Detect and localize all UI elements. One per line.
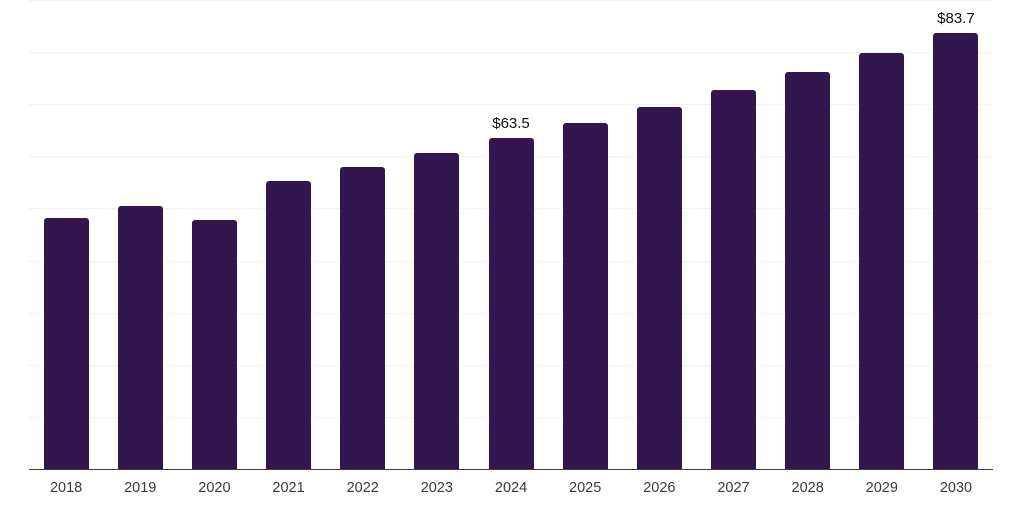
x-tick-label-2026: 2026 — [643, 480, 676, 496]
bar-2028 — [785, 71, 831, 469]
bar-2029 — [859, 52, 905, 469]
x-tick-label-2030: 2030 — [939, 480, 973, 496]
bar-2023 — [414, 152, 460, 469]
x-axis-labels: 2018 2019 2020 2021 2022 2023 2024 2025 2026 2027… — [29, 480, 993, 496]
bar-2019 — [117, 206, 163, 469]
bar-2018 — [43, 218, 89, 469]
bar-2030 — [933, 32, 979, 469]
bar-2024 — [488, 138, 534, 469]
x-tick-label-2025: 2025 — [569, 480, 602, 496]
bar-2025 — [562, 122, 608, 469]
x-tick-label-2020: 2020 — [198, 480, 231, 496]
x-tick-label-2022: 2022 — [346, 480, 379, 496]
x-tick-label-2027: 2027 — [717, 480, 750, 496]
bar-value-label-2024: $63.5 — [492, 115, 530, 133]
plot-area: $63.5 $83.7 — [29, 0, 993, 470]
bar-2020 — [191, 219, 237, 469]
bar-2026 — [636, 106, 682, 469]
x-tick-label-2024: 2024 — [494, 480, 528, 496]
x-tick-label-2029: 2029 — [865, 480, 898, 496]
gridline — [29, 104, 993, 106]
gridline — [29, 0, 993, 1]
x-tick-label-2028: 2028 — [791, 480, 824, 496]
gridline — [29, 52, 993, 54]
x-tick-label-2018: 2018 — [49, 480, 83, 496]
x-tick-label-2021: 2021 — [272, 480, 305, 496]
x-tick-label-2023: 2023 — [420, 480, 453, 496]
bar-value-label-2030: $83.7 — [937, 9, 975, 27]
x-tick-label-2019: 2019 — [124, 480, 157, 496]
bar-2027 — [710, 89, 756, 469]
bar-2022 — [340, 167, 386, 469]
bar-2021 — [266, 181, 312, 469]
